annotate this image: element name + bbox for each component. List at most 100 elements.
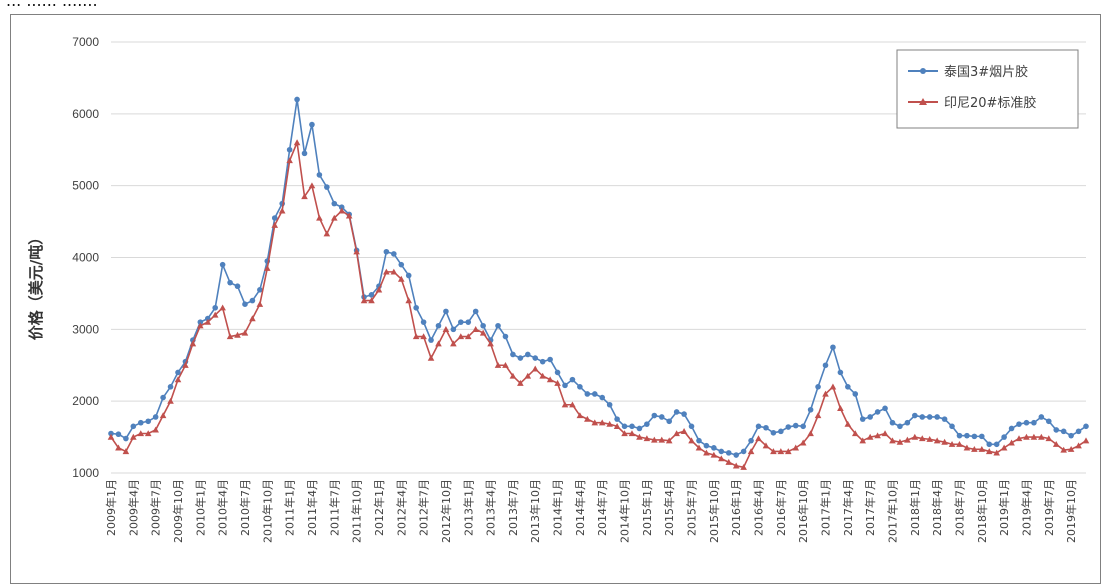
data-point <box>822 390 829 397</box>
data-point <box>167 384 174 390</box>
x-tick-label: 2012年10月 <box>439 479 453 543</box>
data-point <box>1053 427 1060 433</box>
data-point <box>405 272 412 279</box>
x-tick-label: 2013年10月 <box>528 479 542 543</box>
data-point <box>562 382 568 389</box>
data-point <box>851 430 859 437</box>
x-tick-label: 2016年10月 <box>796 479 810 543</box>
series-2 <box>107 139 1090 470</box>
x-tick-label: 2018年1月 <box>908 479 922 536</box>
data-point <box>263 264 271 271</box>
data-point <box>1075 428 1082 435</box>
data-point <box>606 420 613 427</box>
data-point <box>1008 425 1015 432</box>
data-point <box>145 418 152 425</box>
data-point <box>554 379 561 386</box>
data-point <box>338 207 346 214</box>
data-point <box>941 438 948 445</box>
data-point <box>472 326 479 332</box>
data-point <box>785 424 792 430</box>
data-point <box>680 428 688 434</box>
x-tick-label: 2017年7月 <box>863 479 877 536</box>
data-point <box>673 409 680 415</box>
data-point <box>747 448 755 455</box>
data-point <box>383 268 390 275</box>
data-point <box>211 311 219 318</box>
x-tick-label: 2015年1月 <box>640 479 654 536</box>
data-point <box>934 414 940 420</box>
x-tick-label: 2014年1月 <box>551 479 565 536</box>
data-point <box>897 423 903 430</box>
data-point <box>532 355 539 361</box>
data-point <box>510 351 516 358</box>
data-point <box>286 157 293 164</box>
x-tick-label: 2018年10月 <box>975 479 989 543</box>
data-point <box>487 340 494 347</box>
x-tick-label: 2018年7月 <box>952 479 966 536</box>
data-point <box>219 261 226 268</box>
data-point <box>398 261 405 268</box>
data-point <box>301 150 308 157</box>
data-point <box>866 433 874 440</box>
x-tick-label: 2011年7月 <box>327 479 341 536</box>
data-point <box>636 425 643 432</box>
y-axis-label: 价格（美元/吨） <box>27 230 45 340</box>
data-point <box>1068 432 1074 439</box>
data-point <box>517 379 524 386</box>
data-point <box>718 455 725 462</box>
series-line-1 <box>110 99 1087 456</box>
data-point <box>442 326 450 332</box>
data-point <box>271 221 279 228</box>
top-caption: ... ...... ....... <box>6 0 98 10</box>
x-tick-label: 2013年1月 <box>461 479 475 536</box>
data-point <box>896 438 904 445</box>
data-point <box>1045 435 1053 442</box>
data-point <box>845 384 851 390</box>
x-tick-label: 2012年4月 <box>394 479 408 536</box>
data-point <box>636 433 643 440</box>
legend-box <box>896 49 1079 129</box>
data-point <box>591 391 598 397</box>
x-tick-label: 2012年7月 <box>417 479 431 536</box>
data-point <box>197 319 204 325</box>
data-point <box>792 422 799 429</box>
data-point <box>241 329 249 336</box>
data-point <box>316 214 323 221</box>
data-point <box>323 230 331 237</box>
data-point <box>784 448 792 455</box>
data-point <box>368 297 375 304</box>
data-point <box>688 423 695 430</box>
data-point <box>174 376 182 383</box>
data-point <box>614 416 620 422</box>
data-point <box>1067 445 1075 452</box>
data-point <box>881 430 889 437</box>
data-point <box>658 436 666 443</box>
data-point <box>413 304 419 311</box>
x-tick-label: 2014年4月 <box>573 479 587 536</box>
y-tick-label: 7000 <box>72 35 99 49</box>
data-point <box>598 419 606 426</box>
data-point <box>167 397 174 404</box>
data-point <box>665 437 673 444</box>
x-tick-label: 2015年10月 <box>707 479 721 543</box>
data-point <box>904 436 911 443</box>
data-point <box>338 204 345 211</box>
data-point <box>799 439 807 446</box>
x-tick-label: 2016年1月 <box>729 479 743 536</box>
data-point <box>130 423 137 430</box>
data-point <box>1030 433 1038 440</box>
data-point <box>1023 433 1030 440</box>
data-point <box>108 430 114 437</box>
data-point <box>524 372 532 379</box>
x-tick-label: 2011年1月 <box>283 479 297 536</box>
data-point <box>599 394 606 401</box>
data-point <box>584 415 591 422</box>
data-point <box>524 351 531 358</box>
data-point <box>867 414 873 420</box>
legend-marker-1 <box>920 68 926 74</box>
legend-marker-2 <box>919 98 927 105</box>
data-point <box>956 440 963 447</box>
data-point <box>122 448 130 455</box>
data-point <box>152 414 159 420</box>
data-point <box>286 146 293 153</box>
